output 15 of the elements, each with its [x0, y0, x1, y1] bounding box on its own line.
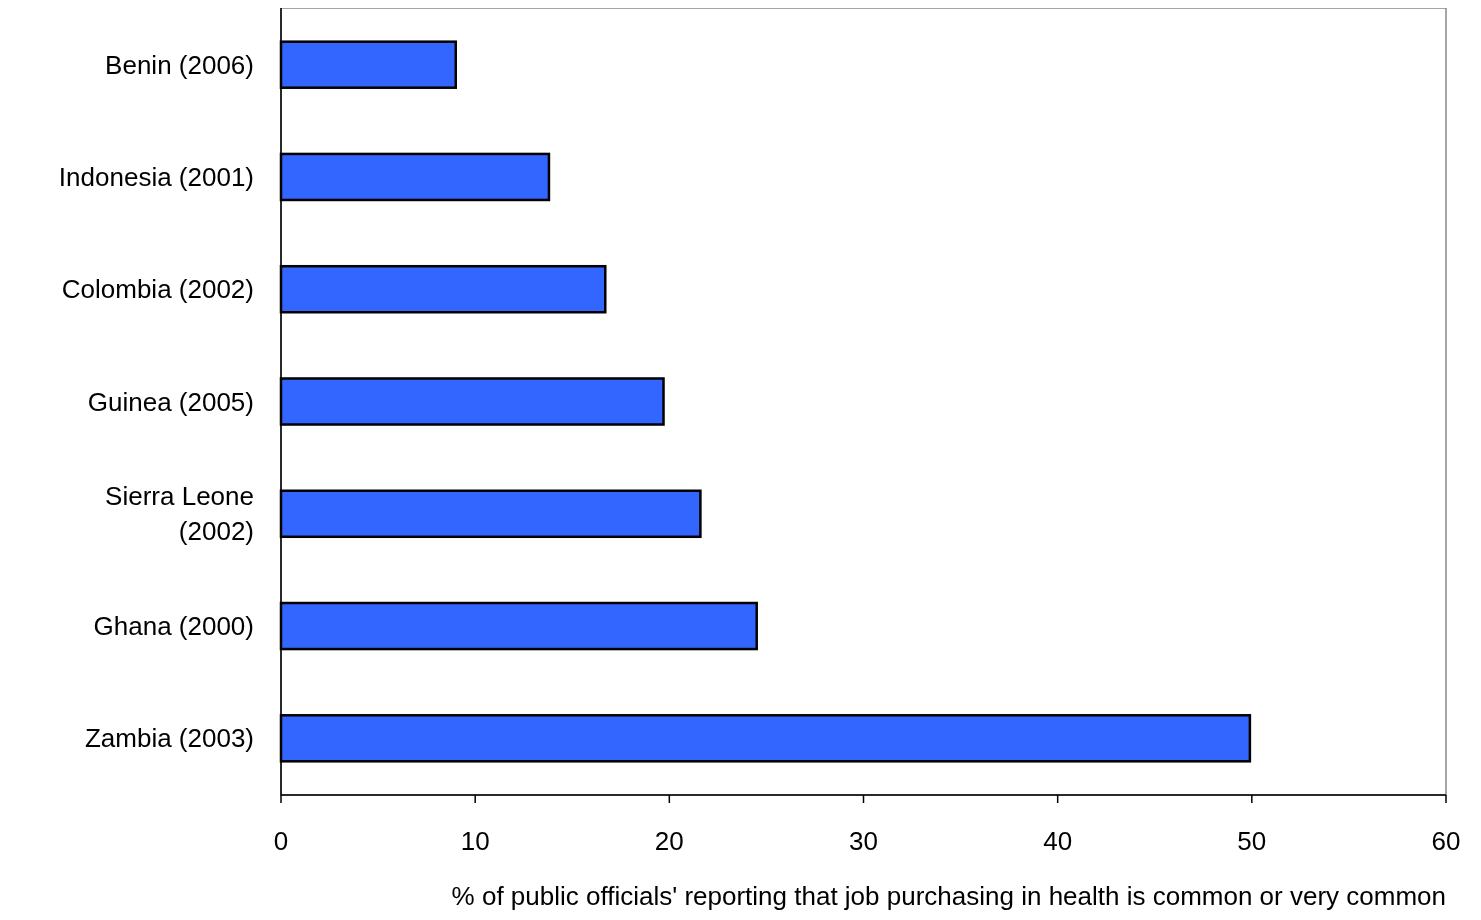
x-tick-label: 0 [273, 826, 289, 856]
y-tick-label: Guinea (2005) [87, 386, 254, 417]
y-tick-label: Sierra Leone (2002) [105, 481, 254, 547]
x-tick-label: 30 [849, 826, 878, 856]
y-tick-label: Zambia (2003) [84, 723, 254, 754]
y-tick-label: Colombia (2002) [61, 274, 254, 305]
x-tick-label: 10 [460, 826, 490, 856]
y-tick-label: Indonesia (2001) [58, 161, 254, 192]
x-tick-label: 40 [1043, 826, 1073, 856]
y-tick-label: Benin (2006) [105, 49, 254, 80]
x-axis-title: % of public officials' reporting that job purchasing in health is common or very common [451, 881, 1446, 911]
x-tick-label: 50 [1237, 826, 1267, 856]
x-tick-label: 20 [654, 826, 684, 856]
y-tick-label: Ghana (2000) [93, 611, 254, 642]
x-tick-label: 60 [1431, 826, 1461, 856]
